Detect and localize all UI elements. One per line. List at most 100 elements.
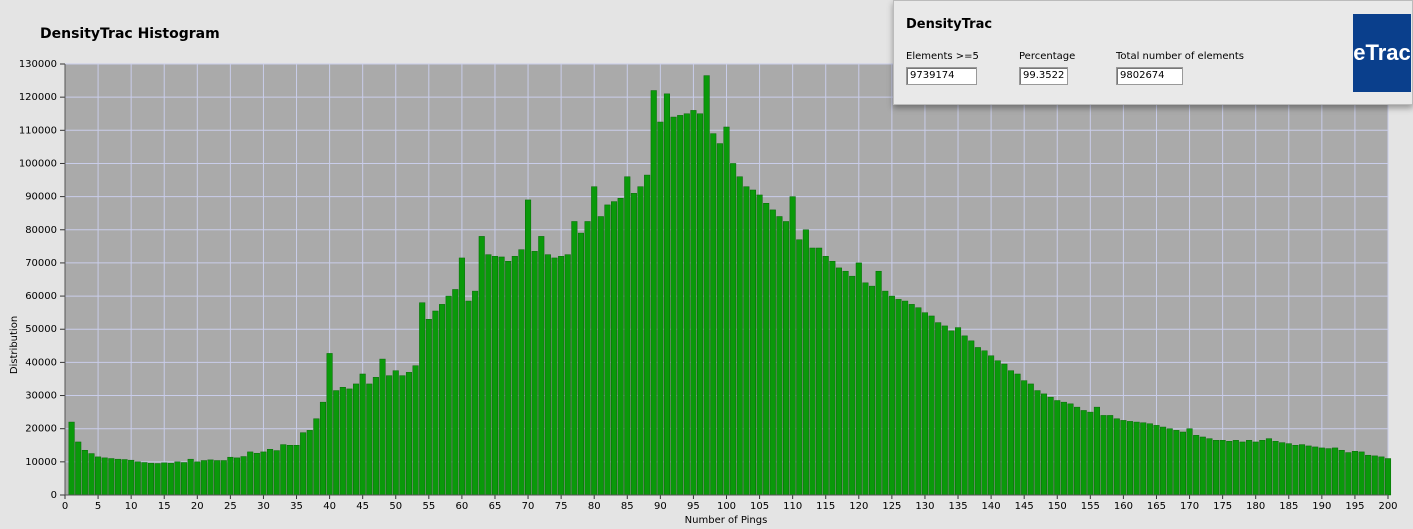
bar [167,462,174,496]
bar [624,176,631,496]
bar [611,201,618,496]
bar [346,388,353,496]
x-tick-label: 60 [456,501,469,512]
bar [895,299,902,496]
bar [194,461,201,496]
bar [1027,383,1034,496]
bar [313,418,320,496]
bar [306,430,313,496]
bar [723,126,730,496]
x-tick-label: 135 [948,501,967,512]
field-value[interactable]: 9802674 [1116,67,1183,85]
bar [1246,440,1253,496]
x-tick-label: 140 [982,501,1001,512]
bar [458,257,465,496]
x-tick-label: 195 [1345,501,1364,512]
bar [551,257,558,496]
bar [1384,458,1392,496]
bar [147,462,155,496]
x-tick-label: 5 [95,501,101,512]
bar [412,365,419,496]
x-tick-label: 145 [1015,501,1034,512]
bar [961,335,968,496]
bar [1001,363,1008,496]
bar [505,261,512,496]
bar [776,216,783,496]
bar [1140,422,1147,496]
bar [101,457,108,496]
x-tick-label: 110 [783,501,802,512]
bar [1080,410,1087,496]
bar [743,186,750,496]
bar [187,458,194,496]
field-value[interactable]: 99.3522 [1019,67,1068,85]
bar [478,236,485,496]
bar [161,462,168,496]
field-value[interactable]: 9739174 [906,67,977,85]
x-tick-label: 95 [687,501,700,512]
bar [935,322,942,496]
bar [128,459,135,496]
bar [908,304,915,496]
bar [1093,406,1100,496]
bar [465,300,472,496]
bar [267,448,274,496]
bar [802,229,809,496]
bar [663,93,670,496]
bar [756,194,763,496]
field-label: Percentage [1019,51,1076,62]
bar [253,452,260,496]
y-tick-label: 70000 [25,258,57,269]
bar [1239,441,1246,496]
bar [359,373,366,496]
y-tick-label: 130000 [19,59,57,70]
bar [95,456,102,496]
bar [928,315,935,496]
bar [1318,447,1325,496]
x-tick-label: 180 [1246,501,1265,512]
x-tick-label: 35 [290,501,303,512]
bar [1345,452,1352,496]
bar [644,174,651,496]
bar [941,325,948,496]
bar [326,353,333,496]
field-label: Total number of elements [1116,51,1245,62]
bar [558,256,565,496]
bar [591,186,598,496]
x-tick-label: 105 [750,501,769,512]
bar [518,249,525,496]
bar [200,460,207,496]
bar [1040,393,1048,496]
bar [1054,400,1061,496]
bar [445,295,452,496]
x-tick-label: 70 [522,501,535,512]
x-tick-label: 125 [882,501,901,512]
bar [1265,438,1272,496]
bar [293,445,300,496]
bar [948,330,955,496]
bar [571,221,578,496]
bar [181,462,188,496]
x-tick-label: 30 [257,501,270,512]
bar [1285,443,1292,496]
bar [372,377,379,496]
bar [769,209,776,496]
bar [1007,370,1014,496]
bar [584,221,591,496]
x-tick-label: 40 [323,501,336,512]
bar [544,254,551,496]
bar [1358,451,1365,496]
bar [816,247,823,496]
bar [121,459,128,496]
bar [716,143,723,496]
bar [240,456,247,496]
bar [419,302,426,496]
x-tick-label: 120 [849,501,868,512]
bar [703,75,710,496]
bar [154,463,161,496]
bar [690,110,697,496]
info-panel: DensityTrac Elements >=5 9739174 Percent… [893,0,1413,105]
bar [809,247,816,496]
bar [220,460,227,496]
bar [710,133,717,496]
